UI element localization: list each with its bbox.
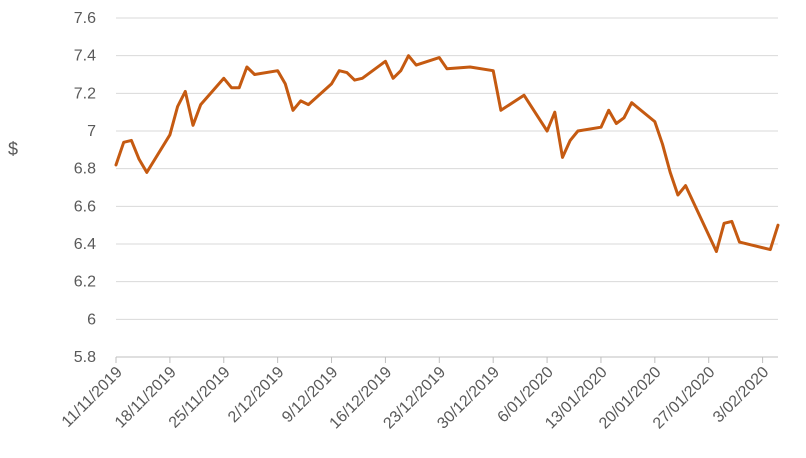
- data-point: [222, 77, 225, 80]
- x-tick-label: 3/02/2020: [710, 364, 772, 426]
- data-point: [245, 65, 249, 69]
- data-point: [361, 77, 364, 80]
- data-point: [676, 193, 680, 197]
- series-line: [114, 54, 780, 253]
- data-point: [384, 60, 387, 63]
- data-point: [299, 99, 302, 103]
- data-point: [338, 69, 341, 72]
- data-point: [238, 86, 241, 89]
- data-point: [445, 67, 449, 71]
- data-point: [345, 71, 349, 74]
- data-point: [330, 82, 333, 86]
- data-point: [230, 86, 233, 89]
- data-point: [722, 222, 726, 225]
- data-point: [176, 105, 179, 108]
- y-tick-label: 5.8: [74, 349, 96, 366]
- data-point: [669, 171, 672, 174]
- y-tick-label: 6.6: [74, 198, 96, 215]
- data-point: [168, 133, 172, 136]
- data-point: [492, 69, 495, 72]
- data-point: [769, 248, 772, 251]
- data-point: [653, 120, 656, 123]
- y-tick-label: 6: [87, 311, 96, 328]
- data-point: [738, 240, 741, 244]
- data-point: [522, 94, 526, 97]
- y-tick-labels: 7.6 7.4 7.2 7 6.8 6.6 6.4 6.2 6 5.8: [74, 10, 96, 366]
- data-point: [137, 158, 141, 161]
- data-point: [145, 171, 148, 174]
- data-point: [276, 69, 279, 72]
- gridlines: [116, 17, 778, 320]
- data-point: [407, 54, 410, 57]
- y-tick-label: 7.2: [74, 85, 96, 102]
- data-point: [184, 90, 187, 93]
- x-tick-label: 2/12/2019: [225, 364, 287, 426]
- data-point: [415, 63, 418, 67]
- y-axis-title: $: [8, 139, 18, 159]
- data-point: [622, 116, 626, 120]
- data-point: [191, 124, 195, 127]
- x-tick-labels: 11/11/201918/11/201925/11/20192/12/20199…: [59, 364, 773, 433]
- data-point: [615, 122, 618, 125]
- data-point: [199, 103, 202, 106]
- data-point: [499, 109, 503, 112]
- data-point: [661, 143, 664, 146]
- y-tick-label: 7: [87, 123, 96, 140]
- data-point: [630, 101, 633, 104]
- data-point: [776, 224, 780, 227]
- y-tick-label: 7.4: [74, 48, 96, 65]
- y-tick-label: 6.2: [74, 274, 96, 291]
- series-layer: [114, 54, 780, 253]
- y-tick-label: 7.6: [74, 10, 96, 27]
- x-axis: [115, 356, 778, 363]
- data-point: [307, 103, 310, 106]
- data-point: [284, 82, 287, 86]
- data-point: [122, 141, 125, 144]
- data-point: [730, 220, 733, 223]
- data-point: [114, 163, 118, 167]
- data-point: [291, 109, 295, 112]
- data-point: [576, 129, 580, 133]
- data-point: [391, 77, 395, 80]
- y-tick-label: 6.4: [74, 236, 96, 253]
- data-point: [253, 73, 256, 76]
- data-point: [130, 139, 133, 142]
- data-point: [438, 56, 441, 59]
- data-point: [399, 69, 402, 72]
- data-point: [353, 78, 356, 82]
- data-point: [599, 126, 603, 129]
- data-point: [684, 184, 687, 187]
- data-point: [569, 139, 572, 142]
- data-point: [468, 65, 472, 69]
- data-point: [561, 156, 564, 159]
- data-point: [545, 129, 549, 133]
- data-point: [607, 109, 610, 112]
- data-point: [553, 111, 556, 114]
- y-tick-label: 6.8: [74, 161, 96, 178]
- data-point: [715, 250, 718, 253]
